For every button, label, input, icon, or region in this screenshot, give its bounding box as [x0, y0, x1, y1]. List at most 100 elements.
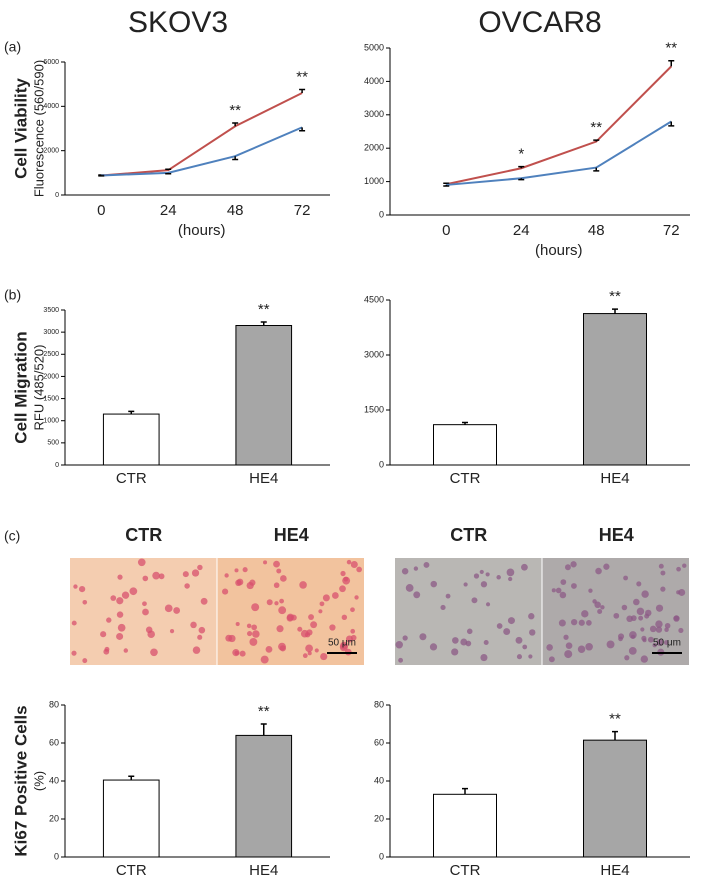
- cell: [413, 566, 419, 571]
- cell: [235, 579, 242, 587]
- bar: [102, 413, 160, 466]
- x-tick-label: CTR: [116, 862, 147, 879]
- cell: [280, 575, 287, 582]
- error-bar: [128, 775, 135, 781]
- error-bar: [260, 723, 267, 736]
- cell: [655, 626, 663, 633]
- y-tick-label: 0: [55, 192, 59, 199]
- cell: [306, 629, 313, 636]
- y-tick-label: 4000: [43, 103, 59, 110]
- bar: [235, 325, 293, 466]
- y-tick-label: 1500: [364, 404, 384, 414]
- column-title: OVCAR8: [478, 6, 601, 39]
- cell: [318, 609, 323, 614]
- cell: [581, 610, 589, 618]
- cell: [630, 615, 637, 622]
- cell: [563, 634, 569, 640]
- cell: [184, 583, 190, 589]
- x-tick-label: HE4: [600, 470, 629, 487]
- cell: [279, 645, 286, 652]
- cell: [121, 591, 130, 599]
- cell: [655, 604, 664, 612]
- x-tick-label: 0: [442, 222, 450, 239]
- cell: [585, 642, 593, 651]
- cell: [445, 593, 451, 599]
- bar: [583, 313, 647, 466]
- cell: [603, 563, 610, 570]
- cell: [246, 623, 252, 629]
- cell: [655, 620, 663, 628]
- annotation: **: [609, 288, 621, 305]
- cell: [142, 575, 149, 582]
- error-bar: [612, 308, 618, 314]
- cell: [506, 568, 515, 577]
- cell: [129, 587, 138, 596]
- annotation: **: [229, 102, 241, 119]
- cell: [564, 650, 573, 659]
- panel-label: (a): [4, 39, 21, 55]
- x-axis-title: (hours): [535, 242, 583, 259]
- cell: [521, 563, 528, 571]
- y-tick-label: 80: [374, 699, 384, 709]
- y-axis-title: Cell Migration: [11, 331, 30, 443]
- cell: [636, 581, 642, 587]
- error-bar: [232, 156, 239, 161]
- cell: [249, 638, 258, 646]
- cell: [356, 566, 362, 573]
- cell: [305, 644, 313, 653]
- cell: [274, 601, 279, 606]
- annotation: **: [258, 703, 270, 720]
- y-axis-title: Ki67 Positive Cells: [11, 705, 30, 856]
- error-bar: [518, 178, 525, 181]
- cell: [276, 625, 284, 633]
- cell: [630, 634, 636, 639]
- y-tick-label: 0: [55, 462, 59, 469]
- micrograph: [395, 558, 542, 665]
- annotation: *: [518, 146, 524, 163]
- cell: [485, 602, 491, 607]
- panel-label: (c): [4, 528, 20, 544]
- line: [446, 65, 672, 186]
- y-tick-label: 3000: [364, 109, 384, 119]
- annotation: **: [590, 119, 602, 136]
- cell: [235, 622, 240, 627]
- cell: [460, 638, 468, 646]
- cell: [341, 614, 348, 621]
- image-label: HE4: [599, 525, 634, 545]
- cell: [678, 588, 686, 596]
- cell: [594, 601, 601, 609]
- cell: [263, 560, 268, 565]
- y-tick-label: 6000: [43, 59, 59, 66]
- cell: [405, 584, 414, 592]
- y-tick-label: 20: [374, 813, 384, 823]
- y-tick-label: 0: [379, 459, 384, 469]
- cell: [297, 626, 303, 632]
- cell: [664, 622, 671, 629]
- cell: [322, 594, 330, 602]
- cell: [663, 640, 669, 645]
- cell: [158, 573, 165, 580]
- bar: [235, 734, 293, 858]
- image-label: CTR: [450, 525, 487, 545]
- cell: [606, 640, 615, 649]
- scale-bar-label: 50 μm: [328, 638, 356, 649]
- x-axis-title: (hours): [178, 222, 226, 239]
- cell: [123, 648, 129, 653]
- cell: [508, 576, 513, 582]
- cell: [239, 650, 246, 657]
- cell: [597, 608, 603, 614]
- annotation: **: [665, 40, 677, 57]
- cell: [302, 653, 308, 659]
- error-bar: [462, 787, 468, 795]
- cell: [555, 587, 562, 594]
- cell: [649, 625, 657, 633]
- cell: [560, 579, 567, 585]
- cell: [564, 564, 571, 571]
- cell: [577, 645, 586, 654]
- cell: [676, 566, 681, 572]
- cell: [242, 567, 248, 573]
- cell: [419, 633, 427, 641]
- cell: [117, 623, 126, 632]
- error-bar: [518, 165, 525, 169]
- cell: [354, 595, 359, 600]
